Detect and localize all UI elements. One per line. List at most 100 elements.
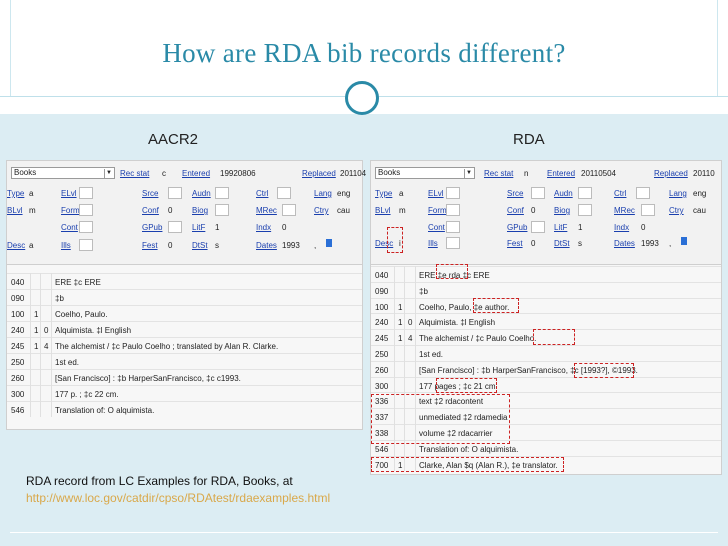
marc-tag: 337 <box>375 413 389 423</box>
ills-field[interactable] <box>79 239 93 251</box>
elvl-label[interactable]: ELvl <box>428 189 444 198</box>
marc-field-row[interactable]: 546 Translation of: O alquimista. <box>7 401 362 417</box>
record-type-select[interactable]: Books ▼ <box>11 167 115 179</box>
mrec-label[interactable]: MRec <box>614 206 635 215</box>
marc-field-row[interactable]: 337 unmediated ‡2 rdamedia <box>371 408 721 424</box>
ctrl-field[interactable] <box>277 187 291 199</box>
fest-label[interactable]: Fest <box>142 241 158 250</box>
marc-field-row[interactable]: 260 [San Francisco] : ‡b HarperSanFrancis… <box>7 369 362 385</box>
blvl-label[interactable]: BLvl <box>7 206 23 215</box>
marc-field-row[interactable]: 250 1st ed. <box>371 345 721 361</box>
biog-field[interactable] <box>578 204 592 216</box>
ills-field[interactable] <box>446 237 460 249</box>
marc-field-row[interactable]: 300 177 pages ; ‡c 21 cm. <box>371 376 721 393</box>
desc-label[interactable]: Desc <box>7 241 26 250</box>
mrec-label[interactable]: MRec <box>256 206 277 215</box>
dtst-label[interactable]: DtSt <box>192 241 208 250</box>
cont-label[interactable]: Cont <box>61 223 78 232</box>
marc-field-row[interactable]: 336 text ‡2 rdacontent <box>371 392 721 408</box>
marc-field-text: ERE ‡c ERE <box>55 278 101 287</box>
cont-label[interactable]: Cont <box>428 223 445 232</box>
record-type-select[interactable]: Books ▼ <box>375 167 475 179</box>
type-label[interactable]: Type <box>375 189 393 198</box>
ctrl-label[interactable]: Ctrl <box>256 189 269 198</box>
litf-label[interactable]: LitF <box>554 223 568 232</box>
gpub-label[interactable]: GPub <box>507 223 528 232</box>
srce-field[interactable] <box>168 187 182 199</box>
gpub-field[interactable] <box>531 221 545 233</box>
indx-label[interactable]: Indx <box>614 223 630 232</box>
marc-field-row[interactable]: 250 1st ed. <box>7 353 362 369</box>
conf-label[interactable]: Conf <box>507 206 524 215</box>
biog-field[interactable] <box>215 204 229 216</box>
form-label[interactable]: Form <box>428 206 447 215</box>
lang-label[interactable]: Lang <box>669 189 687 198</box>
mrec-field[interactable] <box>641 204 655 216</box>
fest-label[interactable]: Fest <box>507 239 523 248</box>
marc-field-row[interactable]: 245 1 4 The alchemist / ‡c Paulo Coelho ; t… <box>7 337 362 353</box>
entered-label[interactable]: Entered <box>547 169 576 178</box>
ctry-label[interactable]: Ctry <box>314 206 329 215</box>
srce-label[interactable]: Srce <box>507 189 524 198</box>
title-band: How are RDA bib records different? <box>0 0 728 97</box>
marc-field-row[interactable]: 040 ERE ‡e rda ‡c ERE <box>371 266 721 282</box>
chevron-down-icon[interactable]: ▼ <box>104 169 113 178</box>
mrec-field[interactable] <box>282 204 296 216</box>
replaced-label[interactable]: Replaced <box>302 169 336 178</box>
cont-field[interactable] <box>446 221 460 233</box>
cont-field[interactable] <box>79 221 93 233</box>
rec-stat-label[interactable]: Rec stat <box>120 169 150 178</box>
form-field[interactable] <box>446 204 460 216</box>
dtst-label[interactable]: DtSt <box>554 239 570 248</box>
form-field[interactable] <box>79 204 93 216</box>
elvl-field[interactable] <box>79 187 93 199</box>
ills-label[interactable]: Ills <box>428 239 438 248</box>
desc-label[interactable]: Desc <box>375 239 394 248</box>
marc-field-row[interactable]: 700 1 Clarke, Alan $q (Alan R.), ‡e transl… <box>371 455 721 472</box>
column-divider <box>51 273 52 417</box>
column-divider <box>415 266 416 472</box>
marc-field-row[interactable]: 546 Translation of: O alquimista. <box>371 439 721 456</box>
marc-field-row[interactable]: 090 ‡b <box>371 281 721 298</box>
marc-field-row[interactable]: 100 1 Coelho, Paulo. <box>7 305 362 321</box>
audn-field[interactable] <box>578 187 592 199</box>
elvl-field[interactable] <box>446 187 460 199</box>
marc-field-row[interactable]: 090 ‡b <box>7 289 362 305</box>
indx-label[interactable]: Indx <box>256 223 272 232</box>
type-label[interactable]: Type <box>7 189 25 198</box>
dtst-value: s <box>215 241 219 250</box>
marc-field-row[interactable]: 040 ERE ‡c ERE <box>7 273 362 289</box>
marc-field-row[interactable]: 338 volume ‡2 rdacarrier <box>371 424 721 440</box>
litf-label[interactable]: LitF <box>192 223 206 232</box>
biog-label[interactable]: Biog <box>554 206 571 215</box>
replaced-label[interactable]: Replaced <box>654 169 688 178</box>
dates-label[interactable]: Dates <box>614 239 635 248</box>
marc-field-row[interactable]: 300 177 p. ; ‡c 22 cm. <box>7 385 362 401</box>
entered-label[interactable]: Entered <box>182 169 211 178</box>
gpub-field[interactable] <box>168 221 182 233</box>
ctrl-field[interactable] <box>636 187 650 199</box>
marc-field-row[interactable]: 240 1 0 Alquimista. ‡l English <box>7 321 362 337</box>
audn-field[interactable] <box>215 187 229 199</box>
marc-field-row[interactable]: 260 [San Francisco] : ‡b HarperSanFrancis… <box>371 360 721 377</box>
form-label[interactable]: Form <box>61 206 80 215</box>
srce-field[interactable] <box>531 187 545 199</box>
ills-label[interactable]: Ills <box>61 241 71 250</box>
conf-label[interactable]: Conf <box>142 206 159 215</box>
gpub-label[interactable]: GPub <box>142 223 163 232</box>
audn-label[interactable]: Audn <box>192 189 211 198</box>
srce-label[interactable]: Srce <box>142 189 159 198</box>
dates-label[interactable]: Dates <box>256 241 277 250</box>
marc-field-row[interactable]: 240 1 0 Alquimista. ‡l English <box>371 313 721 329</box>
lang-label[interactable]: Lang <box>314 189 332 198</box>
audn-label[interactable]: Audn <box>554 189 573 198</box>
ctry-label[interactable]: Ctry <box>669 206 684 215</box>
blvl-label[interactable]: BLvl <box>375 206 391 215</box>
rec-stat-label[interactable]: Rec stat <box>484 169 514 178</box>
marc-field-row[interactable]: 100 1 Coelho, Paulo, ‡e author. <box>371 297 721 314</box>
biog-label[interactable]: Biog <box>192 206 209 215</box>
elvl-label[interactable]: ELvl <box>61 189 77 198</box>
ctrl-label[interactable]: Ctrl <box>614 189 627 198</box>
chevron-down-icon[interactable]: ▼ <box>464 169 473 178</box>
source-url-link[interactable]: http://www.loc.gov/catdir/cpso/RDAtest/r… <box>26 491 331 505</box>
